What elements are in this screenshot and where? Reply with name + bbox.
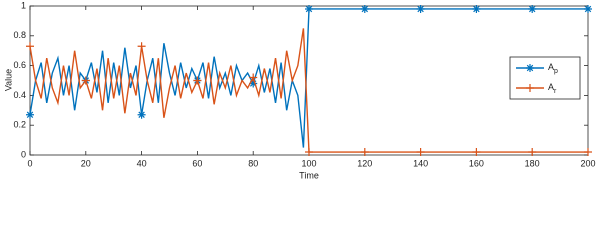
legend-label: Ap bbox=[548, 62, 558, 74]
series-line bbox=[29, 28, 588, 153]
marker bbox=[528, 4, 537, 13]
plot-area bbox=[29, 5, 589, 156]
legend-label: Ar bbox=[548, 82, 557, 94]
chart: Value Time 0 0.2 0.4 0.6 0.8 1 0 20 40 60 80 100 120… bbox=[3, 0, 595, 180]
marker bbox=[305, 148, 313, 157]
series-line bbox=[29, 8, 588, 148]
legend-box bbox=[509, 56, 581, 100]
marker bbox=[360, 4, 369, 13]
marker bbox=[472, 4, 481, 13]
marker bbox=[526, 84, 534, 92]
marker bbox=[26, 42, 34, 51]
x-tick-label: 40 bbox=[137, 158, 147, 168]
x-tick-label: 180 bbox=[525, 158, 540, 168]
x-axis-label: Time bbox=[299, 170, 319, 180]
x-tick-label: 100 bbox=[301, 158, 316, 168]
x-tick-label: 20 bbox=[81, 158, 91, 168]
marker bbox=[81, 76, 90, 85]
x-tick-label: 80 bbox=[248, 158, 258, 168]
marker bbox=[249, 73, 258, 82]
marker bbox=[26, 110, 34, 119]
marker bbox=[584, 4, 592, 13]
marker bbox=[137, 42, 146, 51]
x-tick-label: 0 bbox=[27, 158, 32, 168]
y-tick-label: 0 bbox=[21, 149, 26, 159]
y-tick-label: 0.6 bbox=[13, 60, 26, 70]
x-tick-label: 160 bbox=[469, 158, 484, 168]
marker bbox=[526, 64, 534, 72]
marker bbox=[584, 148, 592, 157]
marker bbox=[193, 76, 202, 85]
marker bbox=[249, 79, 258, 88]
y-tick-label: 0.4 bbox=[13, 90, 26, 100]
marker bbox=[416, 148, 425, 157]
marker bbox=[416, 4, 425, 13]
marker bbox=[528, 148, 537, 157]
y-tick-label: 0.2 bbox=[13, 120, 26, 130]
y-axis-label: Value bbox=[3, 69, 13, 91]
y-tick-label: 1 bbox=[21, 0, 26, 10]
marker bbox=[472, 148, 481, 157]
x-tick-label: 140 bbox=[413, 158, 428, 168]
marker bbox=[360, 148, 369, 157]
x-tick-label: 200 bbox=[580, 158, 595, 168]
x-tick-label: 60 bbox=[192, 158, 202, 168]
x-tick-label: 120 bbox=[357, 158, 372, 168]
marker bbox=[305, 4, 313, 13]
y-tick-label: 0.8 bbox=[13, 30, 26, 40]
marker bbox=[137, 110, 146, 119]
